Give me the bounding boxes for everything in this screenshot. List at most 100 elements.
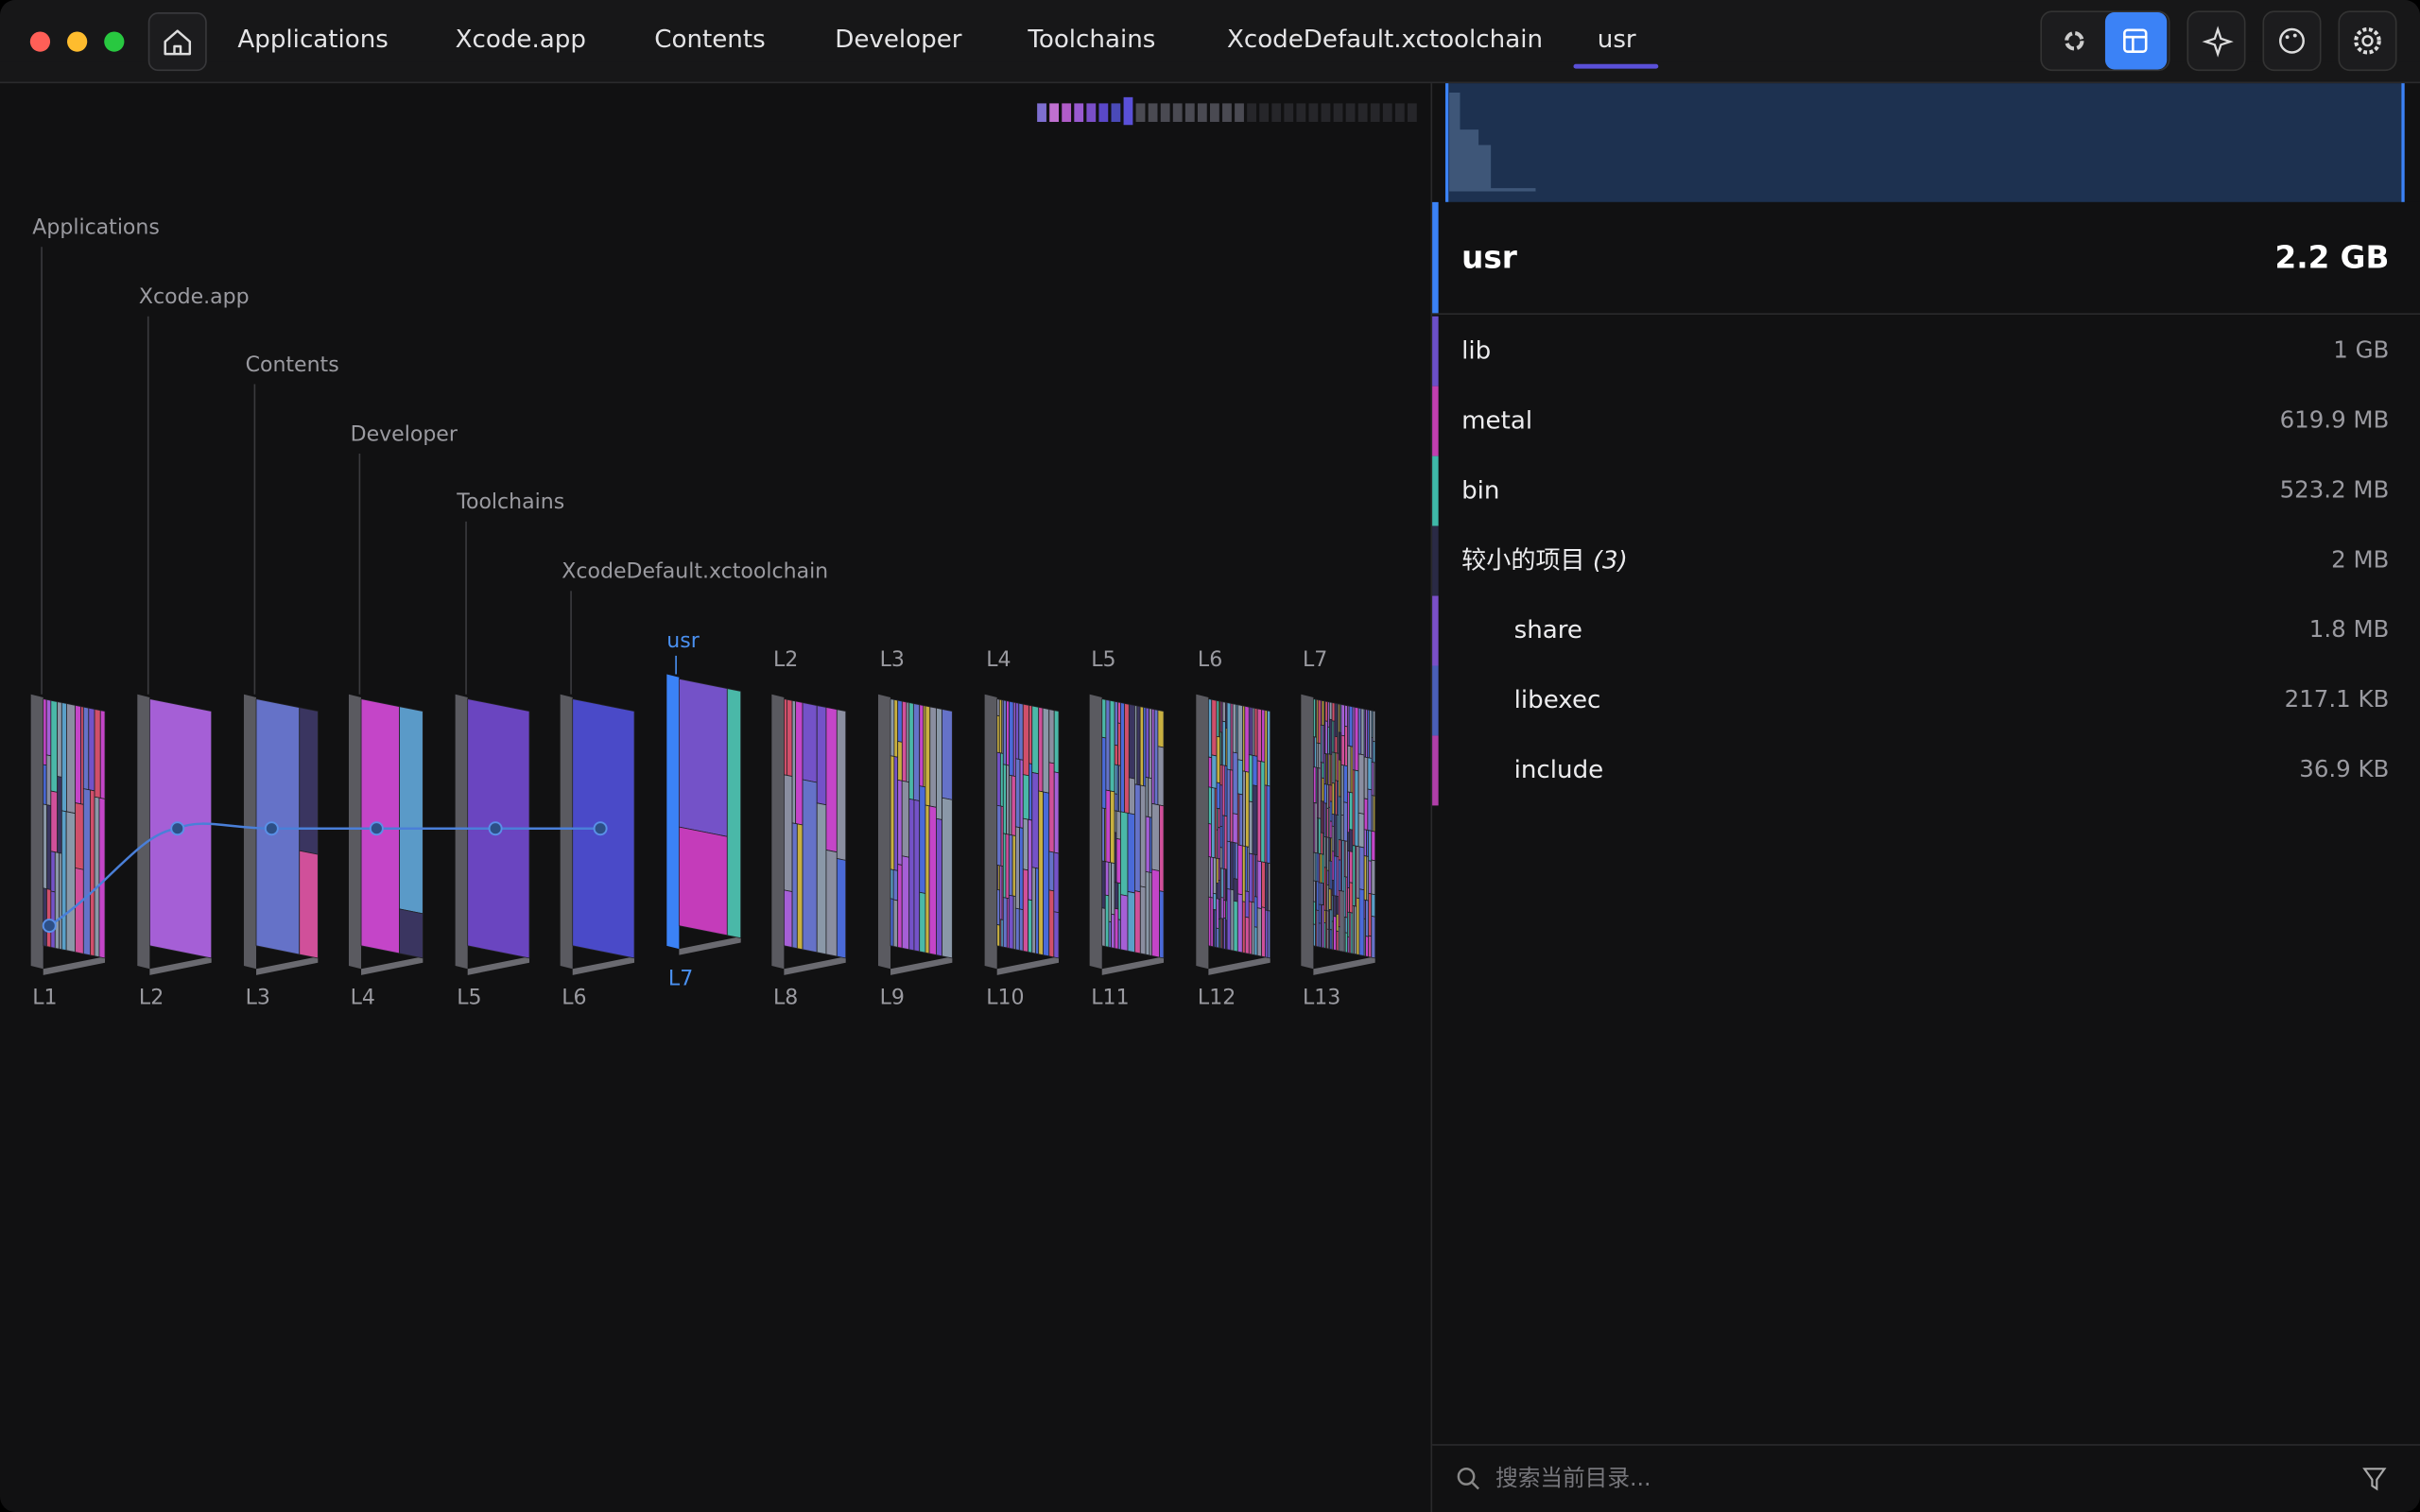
level-tower[interactable] [1090, 695, 1164, 975]
list-row[interactable]: share 1.8 MB [1432, 595, 2389, 666]
tower-cell [1237, 894, 1242, 953]
list-row[interactable]: 较小的项目 (3) 2 MB [1432, 525, 2389, 596]
search-placeholder[interactable]: 搜索当前目录... [1495, 1465, 1651, 1491]
list-row[interactable]: lib 1 GB [1432, 316, 2389, 387]
search-bar: 搜索当前目录... [1432, 1444, 2420, 1491]
breadcrumbs: Applications Xcode.app Contents Developer To… [237, 26, 1636, 54]
list-row[interactable]: bin 523.2 MB [1432, 455, 2389, 526]
depth-cell [1135, 103, 1146, 122]
tower-cell [1254, 897, 1257, 928]
tower-cell [1369, 861, 1372, 894]
depth-cell [1284, 103, 1294, 122]
tower-cell [1158, 747, 1164, 806]
level-tower[interactable] [666, 674, 740, 954]
level-tower[interactable] [771, 695, 845, 975]
depth-cell [1148, 103, 1158, 122]
minimize-button[interactable] [67, 31, 88, 52]
tower-cell [1102, 861, 1106, 909]
tower-base [43, 956, 106, 975]
tower-cell [1003, 898, 1007, 948]
tower-cell [1140, 707, 1144, 786]
level-tower[interactable] [31, 695, 105, 975]
tower-cell [1245, 706, 1249, 772]
breadcrumb[interactable]: usr [1598, 26, 1636, 54]
tower-cell [792, 700, 796, 823]
tower-side [666, 674, 680, 950]
depth-cell [1197, 103, 1207, 122]
tower-cell [997, 752, 1001, 806]
tower-cell [1347, 746, 1351, 793]
depth-cell [1062, 103, 1072, 122]
treemap-view-button[interactable] [2104, 12, 2168, 70]
home-button[interactable] [147, 12, 207, 72]
breadcrumb[interactable]: Developer [835, 26, 962, 54]
breadcrumb[interactable]: Contents [654, 26, 765, 54]
level-tower[interactable] [1196, 695, 1270, 975]
tower-cell [1245, 891, 1249, 918]
tower-cell [1146, 816, 1150, 872]
filter-button[interactable] [2362, 1468, 2387, 1491]
breadcrumb[interactable]: Applications [237, 26, 388, 54]
tower-cell [1102, 699, 1106, 738]
depth-cell [1271, 103, 1282, 122]
row-accent [1432, 455, 1439, 526]
tower-cell [1150, 709, 1152, 779]
path-node [42, 919, 57, 934]
item-size: 2 MB [2331, 545, 2389, 573]
level-label: L1 [32, 986, 57, 1009]
level-tower[interactable] [878, 695, 952, 975]
tower-face [361, 699, 423, 958]
ai-button[interactable] [2187, 10, 2246, 72]
settings-button[interactable] [2338, 10, 2397, 72]
tower-cell [46, 755, 51, 806]
depth-cell [1382, 103, 1392, 122]
tower-cell [1019, 703, 1023, 760]
tower-cell [1010, 701, 1014, 776]
theme-button[interactable] [2262, 10, 2322, 72]
list-row[interactable]: libexec 217.1 KB [1432, 665, 2390, 736]
tower-cell [1257, 908, 1261, 956]
tower-cell [43, 804, 47, 889]
level-tower[interactable] [349, 695, 423, 975]
tower-cell [1023, 818, 1028, 870]
row-accent [1432, 316, 1439, 387]
tower-cell [1261, 762, 1265, 863]
breadcrumb[interactable]: Toolchains [1027, 26, 1155, 54]
tower-cell [1118, 702, 1121, 724]
tower-cell [1020, 760, 1023, 829]
tower-cell [1374, 796, 1375, 832]
list-row[interactable]: metal 619.9 MB [1432, 386, 2389, 456]
breadcrumb[interactable]: Xcode.app [456, 26, 586, 54]
tower-cell [898, 700, 903, 742]
tower-cell [46, 699, 51, 756]
close-button[interactable] [29, 31, 51, 52]
level-tower[interactable] [1301, 695, 1374, 975]
level-tower[interactable] [244, 695, 318, 975]
tower-cell [1364, 799, 1368, 831]
tower-cell [1128, 813, 1134, 893]
breadcrumb[interactable]: XcodeDefault.xctoolchain [1227, 26, 1543, 54]
tower-cell [43, 765, 46, 805]
tower-cell [1129, 778, 1134, 815]
tower-base [572, 956, 635, 975]
tower-base [1313, 956, 1375, 975]
tower-cell [1044, 792, 1049, 956]
depth-cell [1407, 103, 1417, 122]
item-size: 36.9 KB [2299, 755, 2389, 782]
tower-cell [61, 703, 66, 812]
zoom-button[interactable] [104, 31, 125, 52]
tower-cell [1054, 852, 1059, 913]
level-top-label: L7 [1303, 648, 1327, 672]
item-name: libexec [1514, 686, 1601, 714]
tower-base [256, 956, 319, 975]
item-name-text: libexec [1514, 686, 1601, 714]
item-size: 217.1 KB [2285, 685, 2390, 713]
tower-side [137, 694, 150, 970]
level-tower[interactable] [456, 695, 529, 975]
list-row[interactable]: include 36.9 KB [1432, 735, 2389, 806]
tower-cell [1146, 708, 1150, 778]
level-tower[interactable] [985, 695, 1059, 975]
tower-cell [1222, 702, 1225, 722]
tower-cell [1128, 891, 1134, 952]
